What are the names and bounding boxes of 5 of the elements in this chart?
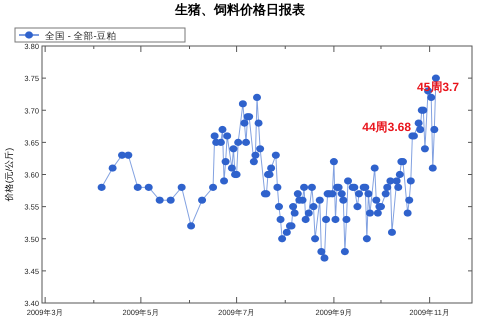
chart-title: 生猪、饲料价格日报表 (174, 2, 306, 17)
legend-label: 全国 - 全部-豆粕 (45, 30, 117, 42)
y-axis-title: 价格(元/公斤) (4, 148, 14, 202)
annotation: 44周3.68 (362, 120, 412, 134)
annotation: 45周3.7 (416, 80, 460, 94)
